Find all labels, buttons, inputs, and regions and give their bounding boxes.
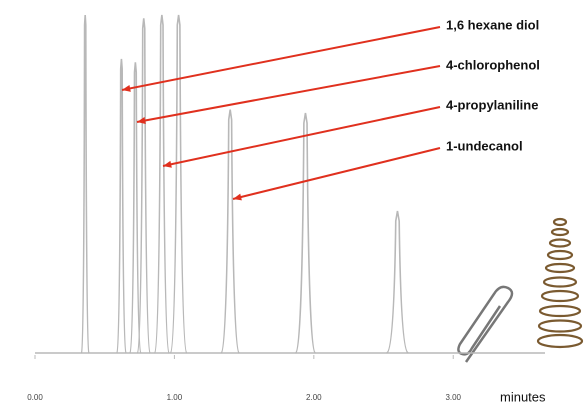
arrow-line	[121, 26, 441, 91]
arrow-line	[136, 65, 441, 123]
arrow-head	[137, 117, 146, 124]
peak	[386, 210, 409, 354]
annotation: 4-chlorophenol	[446, 57, 540, 72]
annotation: 1,6 hexane diol	[446, 17, 539, 32]
peak	[220, 109, 240, 354]
peak	[116, 58, 127, 354]
x-tick-label: 3.00	[445, 393, 461, 402]
paperclip	[457, 285, 514, 363]
peak	[169, 14, 188, 354]
peak	[294, 112, 317, 354]
x-tick-label: 1.00	[167, 393, 183, 402]
arrow-head	[233, 193, 242, 201]
annotation: 4-propylaniline	[446, 97, 538, 112]
peak	[136, 18, 151, 354]
arrow-line	[162, 106, 441, 167]
annotation: 1-undecanol	[446, 138, 523, 153]
peak	[153, 14, 170, 354]
x-tick-label: 0.00	[27, 393, 43, 402]
peak	[80, 14, 90, 354]
spring	[536, 217, 584, 349]
arrow-head	[122, 84, 131, 92]
arrow-line	[232, 147, 441, 200]
x-tick-label: 2.00	[306, 393, 322, 402]
peak	[129, 62, 142, 354]
x-axis-label: minutes	[500, 389, 546, 404]
arrow-head	[163, 160, 172, 168]
